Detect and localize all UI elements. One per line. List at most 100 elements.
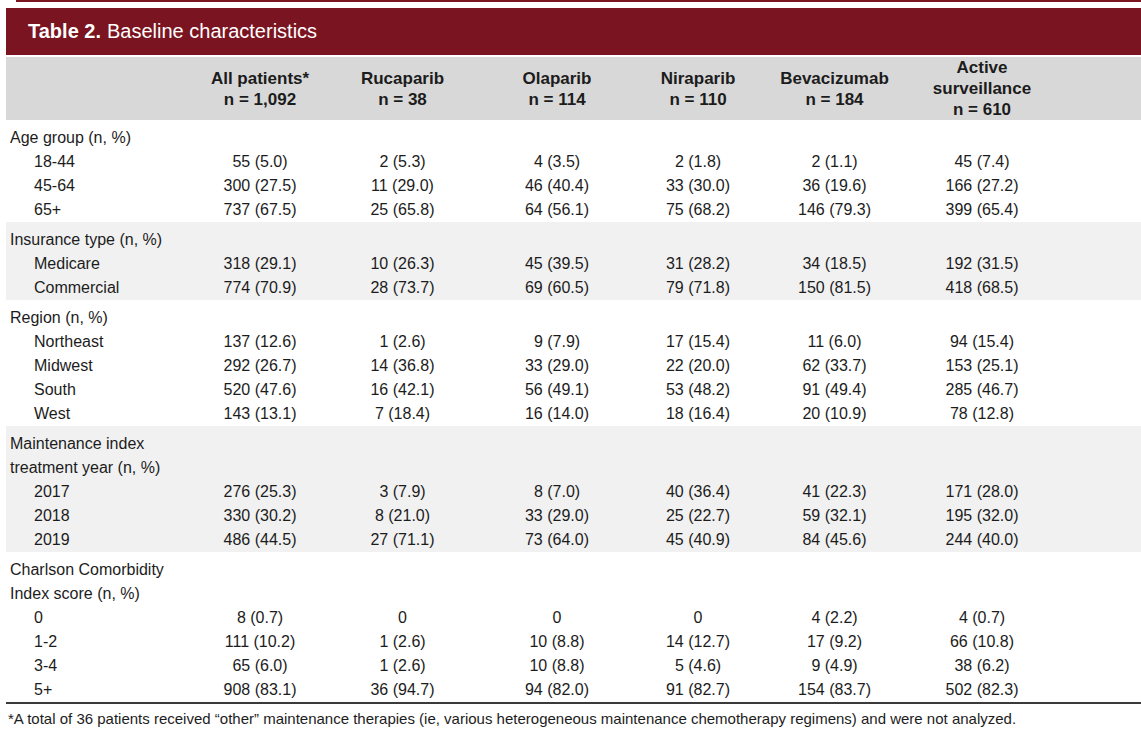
- spacer-cell: [1058, 630, 1141, 654]
- cell-value: 8 (7.0): [481, 480, 633, 504]
- spacer-cell: [1058, 378, 1141, 402]
- cell-value: 69 (60.5): [481, 276, 633, 300]
- cell-value: 14 (12.7): [633, 630, 763, 654]
- cell-value: 79 (71.8): [633, 276, 763, 300]
- table-title: Baseline characteristics: [107, 20, 317, 43]
- cell-value: 17 (9.2): [763, 630, 906, 654]
- spacer-cell: [1058, 654, 1141, 678]
- cell-value: 18 (16.4): [633, 402, 763, 426]
- column-name: Active surveillance: [906, 57, 1058, 99]
- table-title-bar: Table 2. Baseline characteristics: [6, 8, 1141, 55]
- cell-value: 16 (42.1): [324, 378, 481, 402]
- cell-value: 8 (21.0): [324, 504, 481, 528]
- column-name: Rucaparib: [324, 68, 481, 89]
- footnote-divider: [6, 702, 1141, 704]
- cell-value: 2 (1.8): [633, 150, 763, 174]
- spacer-cell: [1058, 402, 1141, 426]
- column-header-niraparib: Niraparibn = 110: [633, 57, 763, 120]
- table-row: Medicare318 (29.1)10 (26.3)45 (39.5)31 (…: [6, 252, 1141, 276]
- cell-value: 36 (94.7): [324, 678, 481, 702]
- cell-value: 137 (12.6): [196, 330, 324, 354]
- spacer-cell: [1058, 57, 1141, 120]
- cell-value: 154 (83.7): [763, 678, 906, 702]
- spacer-cell: [1058, 606, 1141, 630]
- table-row: South520 (47.6)16 (42.1)56 (49.1)53 (48.…: [6, 378, 1141, 402]
- cell-value: 0: [633, 606, 763, 630]
- cell-value: 9 (4.9): [763, 654, 906, 678]
- cell-value: 11 (6.0): [763, 330, 906, 354]
- cell-value: 10 (8.8): [481, 654, 633, 678]
- table-row: Northeast137 (12.6)1 (2.6)9 (7.9)17 (15.…: [6, 330, 1141, 354]
- cell-value: 1 (2.6): [324, 330, 481, 354]
- table-row: 5+908 (83.1)36 (94.7)94 (82.0)91 (82.7)1…: [6, 678, 1141, 702]
- cell-value: 5 (4.6): [633, 654, 763, 678]
- column-header-rucaparib: Rucaparibn = 38: [324, 57, 481, 120]
- cell-value: 9 (7.9): [481, 330, 633, 354]
- cell-value: 16 (14.0): [481, 402, 633, 426]
- cell-value: 28 (73.7): [324, 276, 481, 300]
- column-n-count: n = 114: [481, 89, 633, 110]
- cell-value: 3 (7.9): [324, 480, 481, 504]
- table-row: Commercial774 (70.9)28 (73.7)69 (60.5)79…: [6, 276, 1141, 300]
- cell-value: 45 (40.9): [633, 528, 763, 552]
- column-name: Niraparib: [633, 68, 763, 89]
- cell-value: 2 (5.3): [324, 150, 481, 174]
- cell-value: 0: [481, 606, 633, 630]
- cell-value: 73 (64.0): [481, 528, 633, 552]
- cell-value: 59 (32.1): [763, 504, 906, 528]
- section-label-row: Insurance type (n, %): [6, 222, 1141, 252]
- cell-value: 75 (68.2): [633, 198, 763, 222]
- spacer-cell: [1058, 252, 1141, 276]
- section-label: Charlson Comorbidity Index score (n, %): [6, 552, 1141, 606]
- column-header-olaparib: Olaparibn = 114: [481, 57, 633, 120]
- spacer-cell: [1058, 480, 1141, 504]
- table-row: 18-4455 (5.0)2 (5.3)4 (3.5)2 (1.8)2 (1.1…: [6, 150, 1141, 174]
- cell-value: 56 (49.1): [481, 378, 633, 402]
- cell-value: 33 (29.0): [481, 354, 633, 378]
- row-label: Midwest: [6, 354, 196, 378]
- cell-value: 10 (26.3): [324, 252, 481, 276]
- spacer-cell: [1058, 150, 1141, 174]
- cell-value: 14 (36.8): [324, 354, 481, 378]
- cell-value: 40 (36.4): [633, 480, 763, 504]
- cell-value: 25 (22.7): [633, 504, 763, 528]
- cell-value: 737 (67.5): [196, 198, 324, 222]
- cell-value: 8 (0.7): [196, 606, 324, 630]
- cell-value: 520 (47.6): [196, 378, 324, 402]
- section-charlson-comorbidity-index-score: Charlson Comorbidity Index score (n, %)0…: [6, 552, 1141, 702]
- table-row: 1-2111 (10.2)1 (2.6)10 (8.8)14 (12.7)17 …: [6, 630, 1141, 654]
- cell-value: 94 (15.4): [906, 330, 1058, 354]
- row-label: Commercial: [6, 276, 196, 300]
- cell-value: 11 (29.0): [324, 174, 481, 198]
- table-row: 45-64300 (27.5)11 (29.0)46 (40.4)33 (30.…: [6, 174, 1141, 198]
- cell-value: 4 (0.7): [906, 606, 1058, 630]
- table-row: West143 (13.1)7 (18.4)16 (14.0)18 (16.4)…: [6, 402, 1141, 426]
- column-header-active-surveillance: Active surveillancen = 610: [906, 57, 1058, 120]
- cell-value: 774 (70.9): [196, 276, 324, 300]
- column-name: Bevacizumab: [763, 68, 906, 89]
- cell-value: 55 (5.0): [196, 150, 324, 174]
- cell-value: 192 (31.5): [906, 252, 1058, 276]
- cell-value: 285 (46.7): [906, 378, 1058, 402]
- cell-value: 4 (2.2): [763, 606, 906, 630]
- cell-value: 399 (65.4): [906, 198, 1058, 222]
- row-label: 3-4: [6, 654, 196, 678]
- cell-value: 45 (7.4): [906, 150, 1058, 174]
- cell-value: 45 (39.5): [481, 252, 633, 276]
- cell-value: 84 (45.6): [763, 528, 906, 552]
- table-row: 2019486 (44.5)27 (71.1)73 (64.0)45 (40.9…: [6, 528, 1141, 552]
- row-label: 2017: [6, 480, 196, 504]
- section-label: Age group (n, %): [6, 120, 1141, 150]
- cell-value: 20 (10.9): [763, 402, 906, 426]
- cell-value: 10 (8.8): [481, 630, 633, 654]
- cell-value: 195 (32.0): [906, 504, 1058, 528]
- spacer-cell: [1058, 678, 1141, 702]
- cell-value: 91 (49.4): [763, 378, 906, 402]
- cell-value: 292 (26.7): [196, 354, 324, 378]
- spacer-cell: [1058, 354, 1141, 378]
- table-row: 08 (0.7)0004 (2.2)4 (0.7): [6, 606, 1141, 630]
- row-label: West: [6, 402, 196, 426]
- row-label: 2019: [6, 528, 196, 552]
- cell-value: 0: [324, 606, 481, 630]
- column-n-count: n = 1,092: [196, 89, 324, 110]
